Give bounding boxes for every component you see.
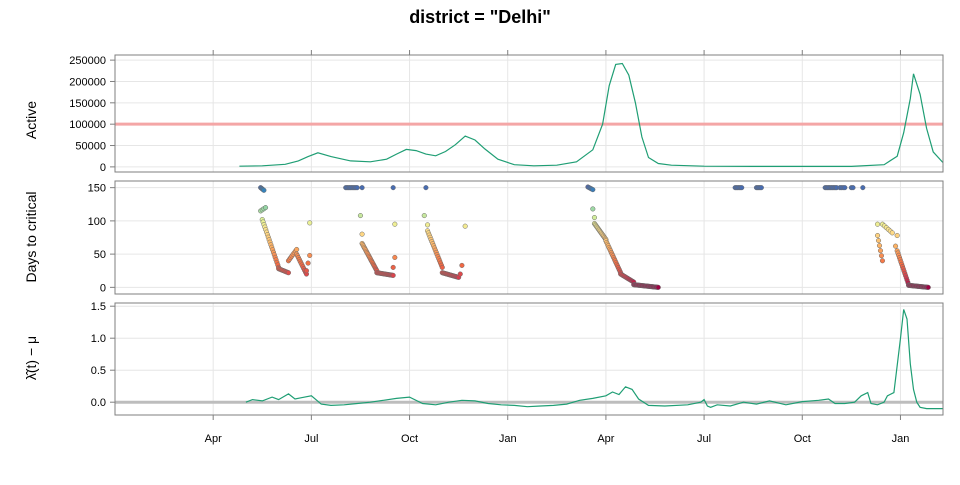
data-point [842,185,848,191]
data-point [590,206,596,212]
data-point [758,185,764,191]
y-tick-label: 50000 [75,141,106,153]
panel-lambda: 0.0 0.5 1.0 1.5 Apr Jul Oct Jan Apr Jul Oct Jan [91,301,944,445]
data-point [889,230,895,236]
data-point [294,246,300,253]
y-axis-title-lambda: λ̂(t) − μ [23,336,39,380]
y-tick-label: 200000 [69,76,106,88]
data-point [390,185,396,191]
panel-days-to-critical: 0 50 100 150 [88,180,944,295]
data-point [874,221,881,227]
data-point [357,213,364,219]
y-tick-label: 1.0 [91,333,106,345]
y-tick-label: 250000 [69,55,106,67]
data-point [392,254,398,260]
y-axis-title-active: Active [23,101,39,139]
series-line [245,309,943,410]
data-point [591,215,598,221]
data-point [305,260,311,266]
data-point [359,231,365,237]
data-point [285,270,292,276]
y-tick-label: 100 [88,216,106,228]
y-tick-label: 150000 [69,98,106,110]
data-point [423,185,429,191]
y-tick-label: 0 [100,282,106,294]
data-point [457,271,463,277]
data-point [925,284,931,290]
data-point [850,185,856,191]
data-point [655,284,661,290]
x-tick-label: Jul [697,433,711,445]
x-tick-label: Jan [892,433,910,445]
data-point [390,272,396,278]
data-point [894,232,900,239]
data-point [390,264,396,270]
data-point [424,222,431,228]
y-tick-label: 50 [94,249,106,261]
x-tick-label: Oct [401,433,418,445]
data-point [875,238,882,244]
data-point [739,185,745,191]
panel-frame [114,54,944,173]
data-point [392,221,398,227]
data-point [878,253,885,259]
x-tick-label: Jul [304,433,318,445]
data-point [879,258,886,264]
data-point [359,185,365,191]
data-point [590,187,596,193]
y-tick-label: 0.0 [91,397,106,409]
data-point [876,243,883,249]
data-point [261,187,267,193]
panel-frame [114,180,944,295]
data-point [459,262,465,268]
y-tick-label: 1.5 [91,301,106,313]
y-tick-label: 100000 [69,119,106,131]
data-point [462,223,468,229]
data-point [307,252,313,258]
y-tick-label: 0 [100,162,106,174]
x-tick-label: Apr [205,433,222,445]
data-point [892,243,899,249]
data-point [303,268,310,274]
panel-frame [114,302,944,416]
data-point [421,213,427,219]
chart-title: district = "Delhi" [409,7,551,27]
y-axis-title-days: Days to critical [23,191,39,282]
data-point [860,185,866,191]
y-tick-label: 150 [88,183,106,195]
panel-active: 0 50000 100000 150000 200000 250000 [69,50,944,174]
data-point [877,248,884,254]
data-point [354,185,360,191]
x-tick-label: Apr [597,433,614,445]
data-point [439,264,445,270]
y-tick-label: 0.5 [91,365,106,377]
data-point [307,220,313,226]
data-point [874,232,881,239]
data-point [262,205,269,211]
x-tick-label: Oct [794,433,811,445]
series-line [239,62,944,167]
x-tick-label: Jan [499,433,517,445]
